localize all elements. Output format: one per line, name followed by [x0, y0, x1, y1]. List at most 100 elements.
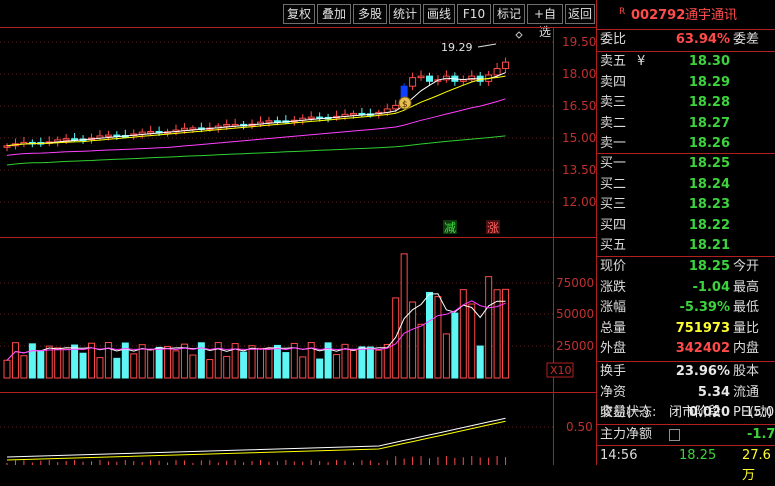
code-prefix: R	[619, 7, 626, 17]
candle-body	[307, 116, 315, 120]
candle-body	[138, 131, 146, 135]
volume-bar	[147, 349, 155, 379]
volume-bar	[3, 359, 11, 379]
ma-line	[6, 135, 506, 166]
volume-average-lines	[6, 293, 506, 361]
volume-bar	[240, 351, 248, 379]
order-ratio-label: 委比	[600, 32, 627, 47]
bid-value: 18.22	[688, 217, 730, 233]
volume-bar	[459, 289, 467, 379]
down-tag[interactable]	[443, 220, 457, 234]
main-flow-row[interactable]: 主力净额 -1.73	[597, 425, 775, 445]
stat-label2: PE(动)	[733, 405, 773, 420]
candle-body	[147, 130, 155, 134]
volume-bar	[172, 350, 180, 379]
candle-body	[180, 127, 188, 131]
stat-label2: 股本	[733, 364, 760, 379]
price-tick: 12.00	[562, 195, 596, 209]
candle-body	[409, 77, 417, 87]
candle-body	[417, 75, 425, 79]
volume-bar	[189, 354, 197, 379]
volume-bar	[476, 345, 484, 379]
volume-bar	[341, 343, 349, 379]
order-diff-label: 委差	[733, 32, 760, 47]
candle-body	[392, 104, 400, 110]
candle-body	[62, 138, 70, 141]
statistics-button[interactable]: 统计	[389, 4, 421, 24]
price-tick: 19.50	[562, 35, 596, 49]
stock-name: 通宇通讯	[685, 8, 738, 23]
volume-bar	[155, 346, 163, 379]
volume-bar	[468, 303, 476, 379]
volume-bar	[257, 347, 264, 379]
volume-bar	[375, 349, 383, 379]
quote-label2: 最低	[733, 300, 760, 315]
quote-value: 18.25	[688, 259, 730, 274]
quote-label: 涨跌	[600, 279, 627, 295]
quote-label2: 量比	[733, 320, 760, 336]
volume-bar	[37, 351, 45, 379]
volume-bar	[451, 312, 459, 379]
quote-label: 涨幅	[600, 300, 627, 315]
trade-status-value: 闭市阶段	[669, 405, 722, 420]
back-button[interactable]: 返回	[565, 4, 595, 24]
bid-value: 18.24	[688, 176, 730, 192]
price-tick: 18.00	[562, 67, 596, 81]
volume-bar	[333, 354, 341, 379]
bid-row: 买四 18.22	[597, 216, 775, 236]
kline-chart[interactable]: 19.50 18.00 16.50 15.00 13.50 12.00 7500…	[0, 27, 596, 465]
volume-bar	[383, 343, 391, 379]
quote-value: -1.04	[692, 279, 730, 295]
volume-bar	[206, 359, 214, 379]
bid-value: 18.23	[688, 197, 730, 212]
ask-label: 卖四	[600, 74, 627, 90]
fuquan-button[interactable]: 复权	[283, 4, 315, 24]
event-coin-icon[interactable]	[398, 96, 412, 110]
volume-bar	[197, 342, 205, 379]
add-favorite-button[interactable]: +自选	[527, 4, 563, 39]
candle-body	[265, 120, 273, 123]
volume-bar	[11, 342, 19, 379]
list-icon[interactable]	[669, 429, 680, 441]
draw-line-button[interactable]: 画线	[423, 4, 455, 24]
stat-label: 净资	[600, 384, 627, 400]
volume-unit: X10	[550, 364, 572, 377]
ask-row: 卖五 18.30 ¥	[597, 52, 775, 72]
volume-bars	[3, 253, 510, 379]
multi-stock-button[interactable]: 多股	[353, 4, 387, 24]
main-flow-label: 主力净额	[600, 427, 653, 442]
volume-bar	[265, 348, 273, 379]
trade-status-label: 交易状态:	[600, 405, 657, 420]
volume-bar	[349, 349, 357, 379]
quote-label: 总量	[600, 320, 627, 336]
bid-row: 买一 18.25	[597, 154, 775, 174]
last-tick-volume: 27.6万	[742, 448, 771, 483]
volume-bar	[434, 296, 442, 379]
volume-bar	[71, 344, 79, 379]
bid-label: 买五	[600, 238, 627, 253]
quote-label2: 今开	[733, 259, 760, 274]
ma-line	[6, 72, 506, 147]
quote-value: 342402	[675, 341, 730, 356]
diamond-icon[interactable]	[515, 31, 523, 39]
moving-average-lines	[6, 72, 506, 166]
candle-body	[502, 61, 510, 70]
ask-label: 卖一	[600, 136, 627, 151]
mark-button[interactable]: 标记	[493, 4, 525, 24]
ask-extra: ¥	[637, 54, 646, 69]
ma-line	[6, 75, 506, 147]
up-tag[interactable]	[486, 220, 500, 234]
quote-panel: R 002792 通宇通讯 委比 63.94% 委差 卖五 18.30 ¥ 卖四 18.…	[596, 0, 775, 483]
stat-label2: 流通	[733, 384, 760, 400]
volume-bar	[442, 333, 450, 379]
quote-row: 涨跌 -1.04 最高	[597, 278, 775, 298]
volume-bar	[104, 342, 112, 379]
candle-body	[493, 68, 501, 76]
candle-body	[468, 75, 476, 81]
overlay-button[interactable]: 叠加	[317, 4, 351, 24]
indicator-lines	[6, 417, 507, 465]
stat-row: 净资 5.34 流通	[597, 383, 775, 403]
ask-value: 18.27	[688, 115, 730, 131]
f10-button[interactable]: F10	[457, 4, 491, 24]
quote-row: 外盘 342402 内盘	[597, 339, 775, 359]
